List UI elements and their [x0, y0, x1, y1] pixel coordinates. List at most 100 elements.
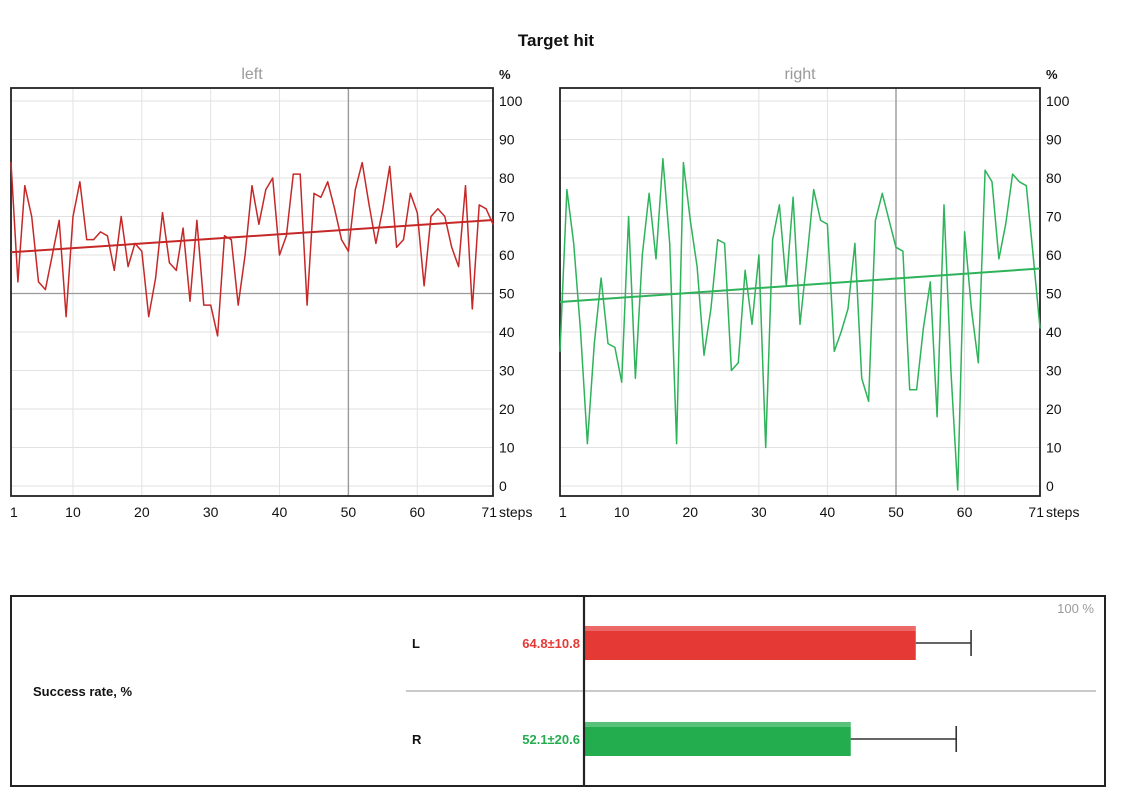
- y-tick-label: 40: [499, 324, 515, 340]
- data-point: [451, 246, 453, 248]
- y-tick-label: 50: [1046, 286, 1062, 302]
- bar-highlight: [584, 722, 851, 727]
- data-point: [361, 162, 363, 164]
- data-point: [168, 262, 170, 264]
- x-tick-label: 30: [751, 504, 767, 520]
- y-tick-label: 70: [1046, 209, 1062, 225]
- x-tick-label: 1: [10, 504, 18, 520]
- y-tick-label: 10: [1046, 440, 1062, 456]
- x-tick-label: 40: [820, 504, 836, 520]
- data-point: [758, 254, 760, 256]
- x-tick-label: 1: [559, 504, 567, 520]
- data-point: [915, 389, 918, 391]
- data-point: [573, 242, 575, 245]
- plot-frame: [559, 87, 1041, 497]
- data-point: [278, 254, 281, 256]
- data-point: [444, 215, 446, 218]
- data-point: [464, 185, 467, 187]
- data-point: [44, 289, 47, 291]
- data-point: [655, 258, 657, 260]
- data-point: [1018, 181, 1021, 183]
- data-point: [478, 204, 480, 206]
- data-point: [854, 242, 856, 245]
- x-tick-label: 60: [409, 504, 425, 520]
- y-tick-label: 40: [1046, 324, 1062, 340]
- data-point: [1025, 185, 1027, 187]
- data-point: [189, 300, 191, 302]
- x-tick-label: 40: [272, 504, 288, 520]
- data-point: [957, 489, 959, 491]
- success-rate-bar-chart: Success rate, % 100 % L 64.8±10.8 R 52.1±20.6: [10, 595, 1106, 787]
- data-point: [963, 231, 966, 233]
- data-point: [10, 162, 12, 164]
- data-point: [320, 196, 322, 198]
- data-point: [368, 204, 370, 206]
- data-point: [347, 250, 349, 252]
- data-point: [922, 327, 925, 329]
- data-point: [148, 316, 150, 318]
- trend-line-right: [559, 267, 1041, 303]
- bar-L: [584, 626, 916, 660]
- data-point: [634, 377, 637, 379]
- data-point: [710, 308, 712, 310]
- data-point: [696, 265, 698, 268]
- data-point: [833, 350, 835, 352]
- data-point: [416, 212, 418, 214]
- bar-value-label: 52.1±20.6: [522, 732, 580, 747]
- data-point: [943, 204, 945, 206]
- y-tick-label: 60: [499, 247, 515, 263]
- x-tick-label: 10: [65, 504, 81, 520]
- bar-category-label: R: [412, 732, 422, 747]
- data-point: [244, 254, 246, 256]
- data-point: [874, 219, 877, 221]
- x-tick-label: 50: [888, 504, 904, 520]
- y-tick-label: 20: [499, 401, 515, 417]
- data-point: [457, 265, 460, 268]
- chart-subtitle-right: right: [784, 66, 816, 83]
- data-point: [950, 369, 952, 372]
- x-tick-label: 30: [203, 504, 219, 520]
- data-point: [902, 250, 904, 252]
- data-point: [471, 308, 473, 310]
- data-point: [161, 212, 164, 214]
- data-point: [559, 350, 561, 352]
- data-point: [196, 219, 198, 221]
- data-point: [813, 188, 815, 191]
- data-point: [799, 323, 801, 325]
- bar-value-label: 64.8±10.8: [522, 636, 580, 651]
- data-point: [566, 188, 568, 191]
- data-point: [819, 219, 822, 221]
- y-tick-label: 80: [499, 170, 515, 186]
- data-point: [970, 308, 973, 310]
- data-point: [847, 308, 849, 310]
- data-point: [223, 235, 226, 237]
- data-point: [1005, 223, 1007, 225]
- data-point: [272, 177, 274, 179]
- data-point: [485, 208, 487, 210]
- data-point: [210, 304, 212, 306]
- data-point: [1032, 254, 1034, 256]
- data-point: [723, 242, 726, 245]
- data-point: [840, 331, 842, 333]
- data-point: [867, 400, 870, 402]
- data-point: [292, 173, 294, 175]
- data-point: [299, 173, 301, 175]
- data-point: [120, 215, 122, 218]
- x-tick-label: 20: [682, 504, 698, 520]
- data-point: [175, 269, 177, 271]
- data-point: [977, 362, 979, 364]
- data-point: [182, 227, 184, 229]
- data-point: [58, 219, 60, 221]
- data-point: [998, 258, 1000, 260]
- plot-frame: [10, 87, 494, 497]
- data-point: [251, 185, 253, 187]
- data-point: [984, 169, 986, 171]
- data-point: [600, 277, 602, 279]
- data-point: [792, 196, 794, 198]
- data-point: [717, 239, 719, 241]
- data-point: [607, 342, 609, 345]
- data-point: [340, 239, 343, 241]
- y-tick-label: 100: [499, 93, 523, 109]
